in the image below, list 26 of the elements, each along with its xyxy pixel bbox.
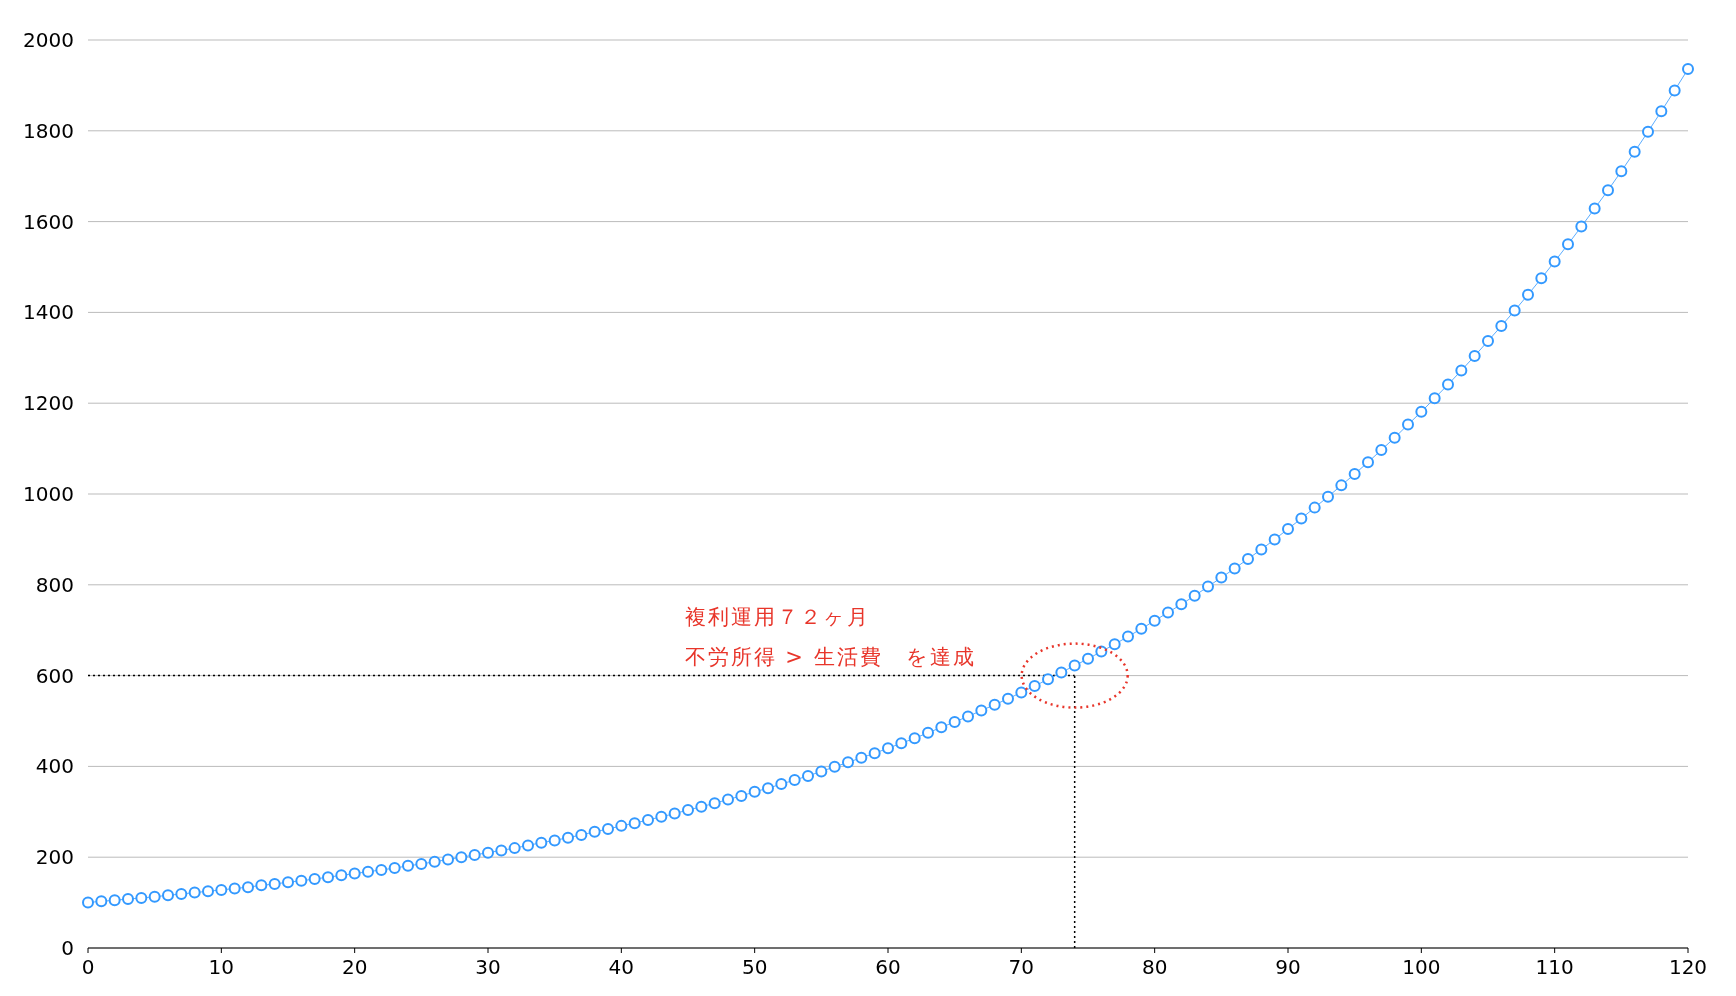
y-tick-label: 1000	[23, 482, 74, 506]
y-tick-label: 1400	[23, 300, 74, 325]
y-tick-label: 800	[35, 572, 74, 597]
x-tick-label: 60	[875, 955, 901, 979]
x-tick-label: 110	[1535, 955, 1574, 979]
x-tick-label: 10	[208, 955, 235, 979]
x-tick-label: 40	[608, 955, 635, 979]
annotation: 不労所得 > 生活費 を達成	[684, 644, 976, 669]
x-tick-label: 30	[475, 955, 501, 979]
y-tick-label: 2000	[23, 28, 74, 52]
x-tick-label: 70	[1008, 955, 1035, 979]
x-tick-label: 120	[1668, 955, 1708, 979]
x-tick-label: 90	[1275, 955, 1301, 979]
y-tick-label: 0	[61, 936, 74, 960]
y-tick-label: 1200	[23, 391, 74, 416]
annotation: 複利運用７２ヶ月	[684, 604, 870, 629]
x-tick-label: 20	[341, 955, 368, 979]
y-tick-label: 1600	[23, 209, 74, 234]
y-tick-label: 600	[35, 663, 74, 688]
y-tick-label: 1800	[23, 118, 74, 143]
x-tick-label: 0	[81, 955, 95, 979]
x-tick-label: 100	[1402, 955, 1441, 979]
x-tick-label: 80	[1141, 955, 1168, 979]
x-tick-label: 50	[741, 955, 768, 979]
y-tick-label: 200	[35, 845, 74, 870]
y-tick-label: 400	[35, 754, 74, 779]
